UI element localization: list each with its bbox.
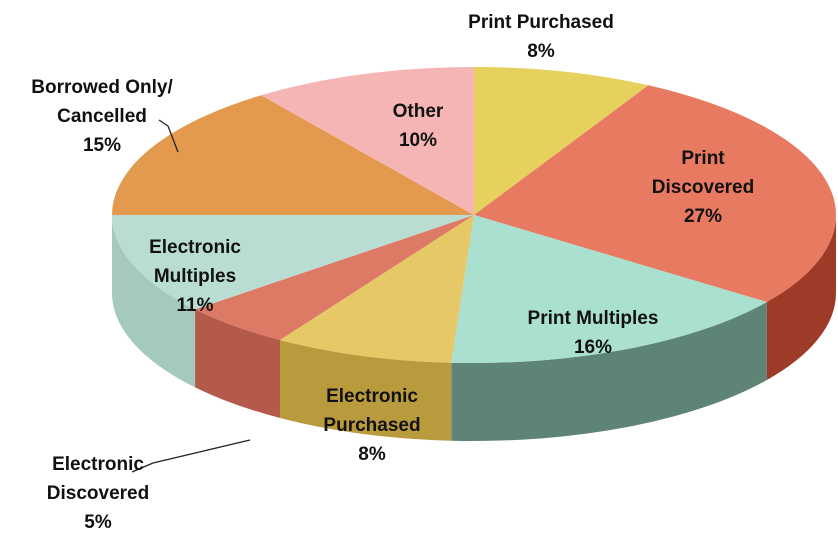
slice-label-0: Print Purchased 8% xyxy=(468,12,614,62)
pie-slice-1 xyxy=(474,85,836,302)
slice-label-1: Print Discovered 27% xyxy=(652,148,754,227)
slice-label-7: Other 10% xyxy=(393,101,444,151)
pie-side-wall-4 xyxy=(195,309,281,418)
pie-slice-0 xyxy=(474,67,649,215)
pie-side-walls xyxy=(112,215,836,442)
pie-slice-7 xyxy=(261,67,474,215)
slice-label-4: Electronic Discovered 5% xyxy=(47,454,149,533)
pie-side-wall-2 xyxy=(451,301,767,442)
pie-top-faces xyxy=(112,67,836,364)
pie-side-wall-1 xyxy=(766,215,836,380)
slice-label-2: Print Multiples 16% xyxy=(528,308,659,358)
pie-side-wall-3 xyxy=(280,339,452,441)
pie-labels: Print Purchased 8% Print Discovered 27% Print… xyxy=(31,12,754,533)
pie-slice-5 xyxy=(112,215,474,310)
pie-slice-6 xyxy=(112,95,474,215)
leader-line-4 xyxy=(131,439,251,473)
slice-label-5: Electronic Multiples 11% xyxy=(149,237,241,316)
slice-label-3: Electronic Purchased 8% xyxy=(323,386,420,465)
pie-side-wall-5 xyxy=(112,215,196,388)
pie-slice-2 xyxy=(451,215,767,364)
leader-line-6 xyxy=(158,119,179,153)
slice-label-6: Borrowed Only/Cancelled 15% xyxy=(31,77,173,156)
pie-slice-3 xyxy=(280,215,474,363)
pie-slice-4 xyxy=(195,215,474,340)
